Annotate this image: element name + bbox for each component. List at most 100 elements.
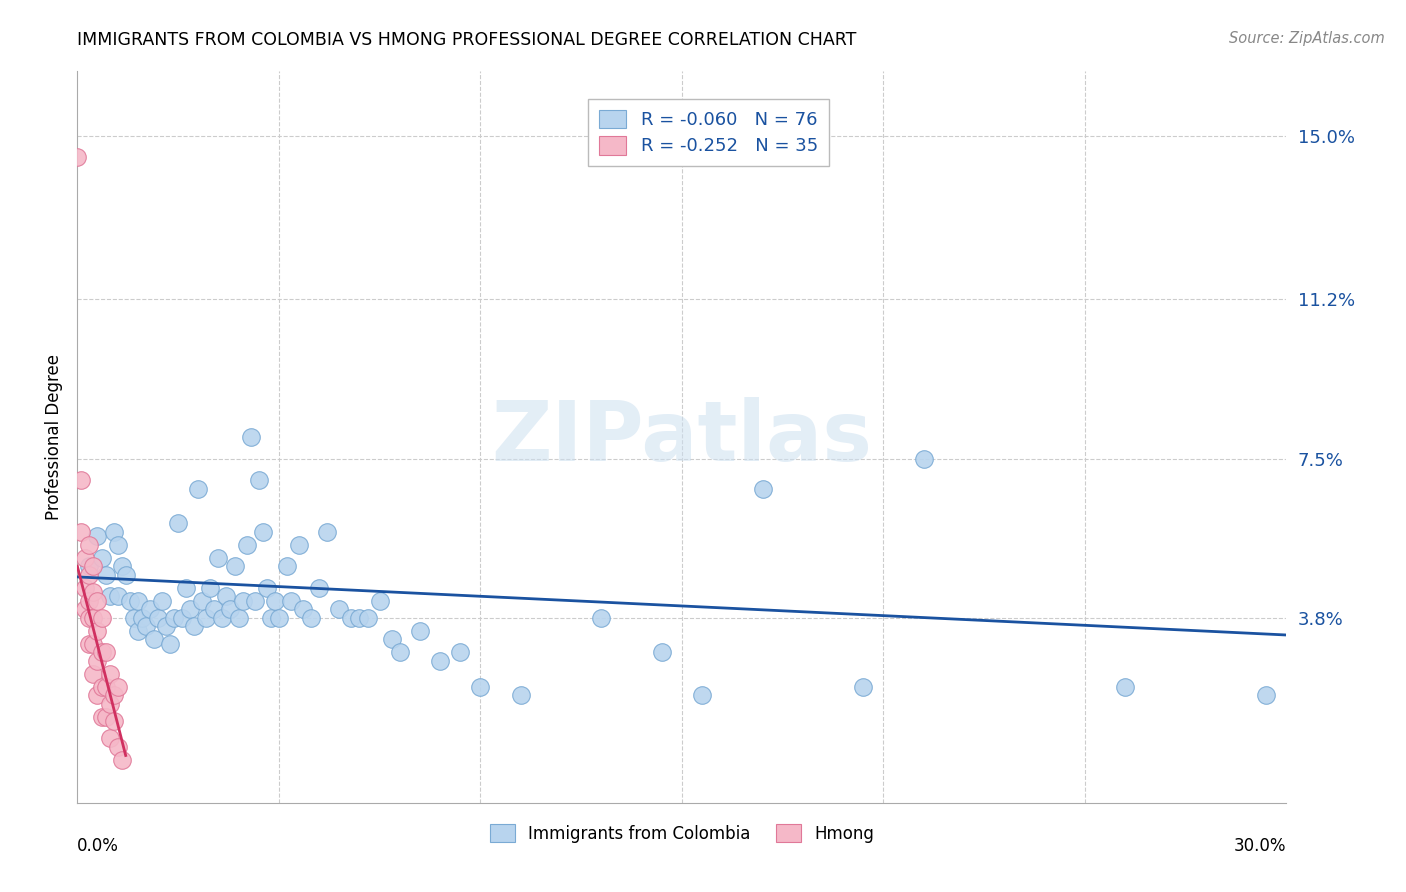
- Point: [98, 589, 121, 603]
- Point: [135, 619, 157, 633]
- Point: [207, 550, 229, 565]
- Point: [340, 611, 363, 625]
- Text: Source: ZipAtlas.com: Source: ZipAtlas.com: [1229, 31, 1385, 46]
- Point: [191, 593, 214, 607]
- Text: IMMIGRANTS FROM COLOMBIA VS HMONG PROFESSIONAL DEGREE CORRELATION CHART: IMMIGRANTS FROM COLOMBIA VS HMONG PROFES…: [77, 31, 856, 49]
- Point: [356, 611, 378, 625]
- Point: [195, 611, 218, 625]
- Point: [118, 593, 141, 607]
- Point: [690, 688, 713, 702]
- Point: [243, 593, 266, 607]
- Point: [107, 589, 129, 603]
- Point: [90, 611, 112, 625]
- Point: [70, 524, 93, 539]
- Point: [381, 632, 404, 647]
- Point: [172, 611, 194, 625]
- Point: [470, 680, 492, 694]
- Point: [252, 524, 274, 539]
- Point: [94, 645, 117, 659]
- Point: [146, 611, 169, 625]
- Point: [79, 559, 101, 574]
- Point: [174, 581, 197, 595]
- Point: [316, 524, 339, 539]
- Point: [263, 593, 285, 607]
- Point: [751, 482, 773, 496]
- Point: [111, 559, 134, 574]
- Point: [260, 611, 283, 625]
- Point: [429, 654, 451, 668]
- Point: [103, 688, 125, 702]
- Point: [90, 680, 112, 694]
- Point: [449, 645, 471, 659]
- Point: [256, 581, 278, 595]
- Point: [1256, 688, 1278, 702]
- Point: [200, 581, 222, 595]
- Point: [82, 611, 104, 625]
- Point: [79, 538, 101, 552]
- Point: [79, 611, 101, 625]
- Point: [232, 593, 254, 607]
- Text: 0.0%: 0.0%: [77, 838, 120, 855]
- Point: [299, 611, 322, 625]
- Point: [103, 524, 125, 539]
- Point: [82, 559, 104, 574]
- Point: [86, 593, 108, 607]
- Point: [1114, 680, 1136, 694]
- Point: [163, 611, 186, 625]
- Point: [509, 688, 531, 702]
- Point: [139, 602, 162, 616]
- Point: [66, 150, 89, 164]
- Text: ZIPatlas: ZIPatlas: [492, 397, 872, 477]
- Point: [111, 753, 134, 767]
- Point: [94, 680, 117, 694]
- Point: [94, 710, 117, 724]
- Point: [187, 482, 209, 496]
- Point: [349, 611, 371, 625]
- Point: [90, 710, 112, 724]
- Point: [98, 731, 121, 746]
- Point: [239, 430, 262, 444]
- Point: [183, 619, 205, 633]
- Point: [82, 666, 104, 681]
- Point: [131, 611, 153, 625]
- Point: [235, 538, 257, 552]
- Point: [215, 589, 238, 603]
- Point: [267, 611, 290, 625]
- Point: [107, 739, 129, 754]
- Point: [167, 516, 190, 530]
- Point: [912, 451, 935, 466]
- Point: [94, 567, 117, 582]
- Point: [75, 602, 97, 616]
- Point: [90, 645, 112, 659]
- Point: [219, 602, 242, 616]
- Point: [288, 538, 311, 552]
- Point: [308, 581, 330, 595]
- Point: [79, 637, 101, 651]
- Point: [70, 473, 93, 487]
- Point: [211, 611, 233, 625]
- Point: [82, 637, 104, 651]
- Text: 30.0%: 30.0%: [1234, 838, 1286, 855]
- Point: [142, 632, 165, 647]
- Point: [107, 538, 129, 552]
- Point: [107, 680, 129, 694]
- Point: [179, 602, 201, 616]
- Y-axis label: Professional Degree: Professional Degree: [45, 354, 63, 520]
- Point: [98, 666, 121, 681]
- Point: [86, 624, 108, 638]
- Point: [90, 550, 112, 565]
- Point: [292, 602, 315, 616]
- Point: [114, 567, 136, 582]
- Point: [155, 619, 177, 633]
- Point: [159, 637, 181, 651]
- Point: [82, 585, 104, 599]
- Point: [150, 593, 173, 607]
- Point: [651, 645, 673, 659]
- Point: [388, 645, 411, 659]
- Point: [103, 714, 125, 728]
- Point: [122, 611, 145, 625]
- Point: [276, 559, 298, 574]
- Point: [79, 567, 101, 582]
- Point: [368, 593, 391, 607]
- Point: [75, 581, 97, 595]
